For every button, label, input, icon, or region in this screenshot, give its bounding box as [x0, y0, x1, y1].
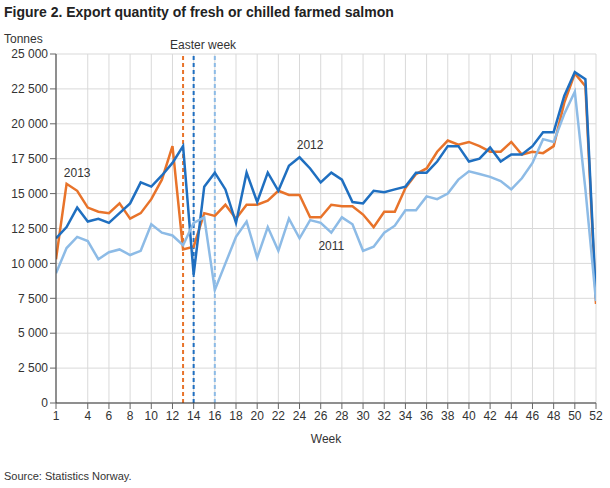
svg-text:18: 18 — [229, 409, 243, 423]
svg-text:4: 4 — [84, 409, 91, 423]
svg-text:22 500: 22 500 — [11, 82, 48, 96]
svg-text:7 500: 7 500 — [18, 292, 48, 306]
svg-text:20 000: 20 000 — [11, 117, 48, 131]
svg-text:48: 48 — [547, 409, 561, 423]
svg-text:15 000: 15 000 — [11, 187, 48, 201]
svg-text:50: 50 — [568, 409, 582, 423]
svg-text:2011: 2011 — [318, 239, 344, 253]
html-text:Figure 2. Export quantity of f: Figure 2. Export quantity of fresh or ch… — [4, 4, 394, 20]
svg-text:2 500: 2 500 — [18, 361, 48, 375]
svg-text:52: 52 — [589, 409, 602, 423]
svg-text:34: 34 — [399, 409, 413, 423]
svg-text:44: 44 — [505, 409, 519, 423]
svg-text:38: 38 — [441, 409, 455, 423]
svg-text:10 000: 10 000 — [11, 257, 48, 271]
svg-text:40: 40 — [462, 409, 476, 423]
svg-text:2013: 2013 — [64, 166, 91, 180]
svg-text:42: 42 — [483, 409, 497, 423]
svg-text:22: 22 — [272, 409, 286, 423]
svg-text:16: 16 — [208, 409, 222, 423]
svg-text:25 000: 25 000 — [11, 47, 48, 61]
html-text:Tonnes: Tonnes — [4, 32, 43, 46]
svg-text:5 000: 5 000 — [18, 326, 48, 340]
svg-text:32: 32 — [378, 409, 392, 423]
svg-text:12 500: 12 500 — [11, 222, 48, 236]
svg-text:26: 26 — [314, 409, 328, 423]
svg-text:2012: 2012 — [297, 138, 324, 152]
svg-text:10: 10 — [145, 409, 159, 423]
svg-text:6: 6 — [106, 409, 113, 423]
svg-text:0: 0 — [41, 396, 48, 410]
svg-text:1: 1 — [53, 409, 60, 423]
svg-text:20: 20 — [250, 409, 264, 423]
svg-text:46: 46 — [526, 409, 540, 423]
svg-text:36: 36 — [420, 409, 434, 423]
svg-text:14: 14 — [187, 409, 201, 423]
svg-text:17 500: 17 500 — [11, 152, 48, 166]
svg-text:30: 30 — [356, 409, 370, 423]
svg-text:28: 28 — [335, 409, 349, 423]
html-text:Source: Statistics Norway.: Source: Statistics Norway. — [4, 470, 132, 482]
svg-text:Easter week: Easter week — [170, 38, 237, 52]
svg-text:12: 12 — [166, 409, 180, 423]
svg-text:24: 24 — [293, 409, 307, 423]
svg-text:8: 8 — [127, 409, 134, 423]
svg-text:Week: Week — [311, 432, 342, 446]
